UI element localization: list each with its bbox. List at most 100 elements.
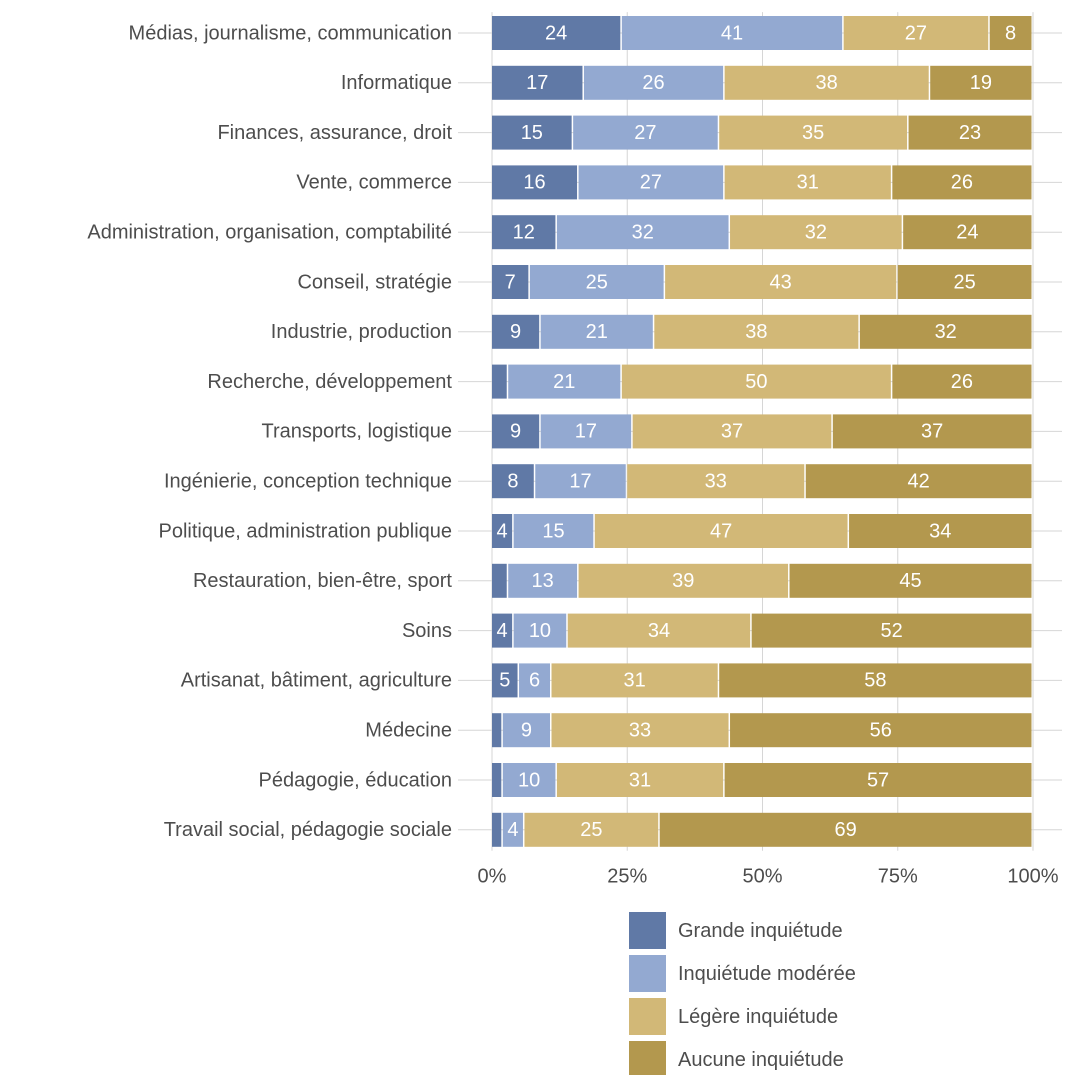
bar-segment-legere-inquietude <box>551 713 729 748</box>
category-label: Vente, commerce <box>296 172 452 194</box>
bar-segment-aucune-inquietude <box>719 663 1032 698</box>
legend-label: Légère inquiétude <box>678 1006 838 1028</box>
legend-swatch <box>629 955 666 992</box>
bar-segment-aucune-inquietude <box>892 364 1032 399</box>
category-label: Politique, administration publique <box>158 520 452 542</box>
data-label: 10 <box>529 620 551 642</box>
legend-swatch <box>629 912 666 949</box>
data-label: 4 <box>507 819 518 841</box>
data-label: 57 <box>867 769 889 791</box>
bar-segment-aucune-inquietude <box>730 713 1032 748</box>
data-label: 69 <box>834 819 856 841</box>
bar-segment-legere-inquietude <box>654 314 859 349</box>
category-label: Ingénierie, conception technique <box>164 470 452 492</box>
bar-segment-inquietude-moderee <box>583 65 724 100</box>
data-label: 34 <box>929 520 951 542</box>
bar-segment-inquietude-moderee <box>578 165 724 200</box>
bar-segment-inquietude-moderee <box>513 514 594 548</box>
category-label: Médecine <box>365 719 452 741</box>
bar-segment-inquietude-moderee <box>540 314 653 349</box>
bar-segment-inquietude-moderee <box>508 364 621 399</box>
data-label: 39 <box>672 570 694 592</box>
bar-segment-legere-inquietude <box>524 812 659 847</box>
bar-segment-inquietude-moderee <box>573 115 718 150</box>
bar-segment-grande-inquietude <box>492 16 621 50</box>
data-label: 15 <box>542 520 564 542</box>
bar-segment-legere-inquietude <box>843 16 989 50</box>
data-label: 32 <box>805 221 827 243</box>
data-label: 26 <box>642 72 664 94</box>
data-label: 17 <box>526 72 548 94</box>
data-label: 8 <box>507 470 518 492</box>
data-label: 41 <box>721 22 743 44</box>
bar-segment-inquietude-moderee <box>556 215 729 250</box>
data-label: 31 <box>797 172 819 194</box>
category-label: Artisanat, bâtiment, agriculture <box>181 670 452 692</box>
bar-segment-legere-inquietude <box>632 414 832 449</box>
bar-segment-legere-inquietude <box>724 165 891 200</box>
data-label: 17 <box>575 421 597 443</box>
bar-segment-inquietude-moderee <box>540 414 632 449</box>
category-label: Recherche, développement <box>207 371 452 393</box>
bar-segment-grande-inquietude <box>492 364 507 399</box>
legend-label: Inquiétude modérée <box>678 963 856 985</box>
data-label: 4 <box>497 620 508 642</box>
bar-segment-aucune-inquietude <box>724 763 1032 797</box>
bar-segment-grande-inquietude <box>492 215 556 250</box>
data-label: 45 <box>899 570 921 592</box>
bar-segment-aucune-inquietude <box>751 613 1032 648</box>
data-label: 32 <box>632 221 654 243</box>
data-label: 25 <box>954 271 976 293</box>
bar-segment-inquietude-moderee <box>535 464 626 499</box>
data-label: 9 <box>510 421 521 443</box>
data-label: 27 <box>905 22 927 44</box>
data-label: 27 <box>634 122 656 144</box>
data-label: 58 <box>864 670 886 692</box>
bar-segment-inquietude-moderee <box>621 16 843 50</box>
bar-segment-legere-inquietude <box>724 65 929 100</box>
bar-segment-aucune-inquietude <box>897 265 1032 299</box>
data-label: 35 <box>802 122 824 144</box>
legend-item-grande-inquietude: Grande inquiétude <box>629 912 843 949</box>
data-label: 9 <box>521 719 532 741</box>
data-label: 16 <box>523 172 545 194</box>
legend-item-inquietude-moderee: Inquiétude modérée <box>629 955 856 992</box>
data-label: 38 <box>816 72 838 94</box>
data-label: 15 <box>521 122 543 144</box>
legend-label: Grande inquiétude <box>678 920 843 942</box>
bar-segment-inquietude-moderee <box>513 613 567 648</box>
bar-segment-grande-inquietude <box>492 65 583 100</box>
x-tick-label: 50% <box>742 865 782 887</box>
category-labels: Médias, journalisme, communication Inform… <box>87 22 452 841</box>
data-label: 26 <box>951 172 973 194</box>
data-label: 25 <box>586 271 608 293</box>
data-label: 17 <box>569 470 591 492</box>
data-label: 9 <box>510 321 521 343</box>
bar-segment-legere-inquietude <box>621 364 891 399</box>
bar-segment-legere-inquietude <box>719 115 908 150</box>
data-label: 21 <box>553 371 575 393</box>
data-label: 10 <box>518 769 540 791</box>
data-label: 33 <box>705 470 727 492</box>
data-label: 31 <box>629 769 651 791</box>
data-label: 21 <box>586 321 608 343</box>
data-label: 27 <box>640 172 662 194</box>
bar-segment-aucune-inquietude <box>849 514 1032 548</box>
category-label: Informatique <box>341 72 452 94</box>
bar-segment-aucune-inquietude <box>892 165 1032 200</box>
data-label: 8 <box>1005 22 1016 44</box>
legend-item-legere-inquietude: Légère inquiétude <box>629 998 838 1035</box>
legend: Grande inquiétude Inquiétude modérée Légèr… <box>629 912 856 1078</box>
legend-label: Aucune inquiétude <box>678 1049 844 1071</box>
data-label: 33 <box>629 719 651 741</box>
bar-segment-inquietude-moderee <box>502 812 523 847</box>
bar-segment-grande-inquietude <box>492 464 534 499</box>
data-label: 13 <box>532 570 554 592</box>
category-label: Administration, organisation, comptabili… <box>87 221 452 243</box>
data-label: 31 <box>623 670 645 692</box>
bar-segment-grande-inquietude <box>492 514 513 548</box>
bar-segment-aucune-inquietude <box>789 563 1032 598</box>
bar-segment-inquietude-moderee <box>508 563 578 598</box>
